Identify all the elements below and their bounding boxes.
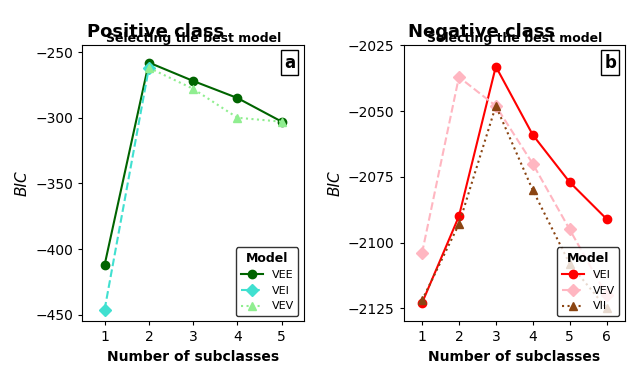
VEE xyxy=(100,263,108,267)
X-axis label: Number of subclasses: Number of subclasses xyxy=(428,350,600,364)
VEV xyxy=(189,86,197,91)
VEV xyxy=(278,119,285,124)
Y-axis label: BIC: BIC xyxy=(327,171,342,196)
VEI xyxy=(492,64,500,69)
Y-axis label: BIC: BIC xyxy=(15,171,30,196)
Text: b: b xyxy=(604,54,616,72)
VEV xyxy=(566,227,573,232)
Title: Selecting the best model: Selecting the best model xyxy=(106,33,281,45)
VEI xyxy=(529,133,536,137)
VEV xyxy=(603,293,611,298)
Line: VEE: VEE xyxy=(100,58,286,269)
Legend: VEE, VEI, VEV: VEE, VEI, VEV xyxy=(236,247,298,316)
VEV xyxy=(234,116,241,120)
VEE xyxy=(145,60,153,65)
Title: Selecting the best model: Selecting the best model xyxy=(427,33,602,45)
Text: a: a xyxy=(284,54,295,72)
VEI xyxy=(603,217,611,221)
VEI xyxy=(418,301,426,305)
VII xyxy=(455,222,463,227)
Text: Positive class: Positive class xyxy=(87,23,224,41)
VEV xyxy=(529,161,536,166)
Line: VII: VII xyxy=(418,102,611,312)
VEV xyxy=(418,251,426,255)
Line: VEI: VEI xyxy=(418,62,611,307)
VII xyxy=(603,306,611,310)
VII xyxy=(529,188,536,192)
VEV xyxy=(455,75,463,79)
VII xyxy=(566,262,573,266)
VEE xyxy=(278,119,285,124)
Text: Negative class: Negative class xyxy=(408,23,555,41)
Line: VEV: VEV xyxy=(145,64,286,126)
VEV xyxy=(492,103,500,108)
VEE xyxy=(189,79,197,83)
VEI xyxy=(566,180,573,185)
VEI xyxy=(455,214,463,219)
VII xyxy=(492,103,500,108)
Line: VEV: VEV xyxy=(418,73,611,299)
VII xyxy=(418,298,426,303)
Legend: VEI, VEV, VII: VEI, VEV, VII xyxy=(557,247,620,316)
VEE xyxy=(234,96,241,100)
X-axis label: Number of subclasses: Number of subclasses xyxy=(107,350,279,364)
VEV xyxy=(145,66,153,70)
